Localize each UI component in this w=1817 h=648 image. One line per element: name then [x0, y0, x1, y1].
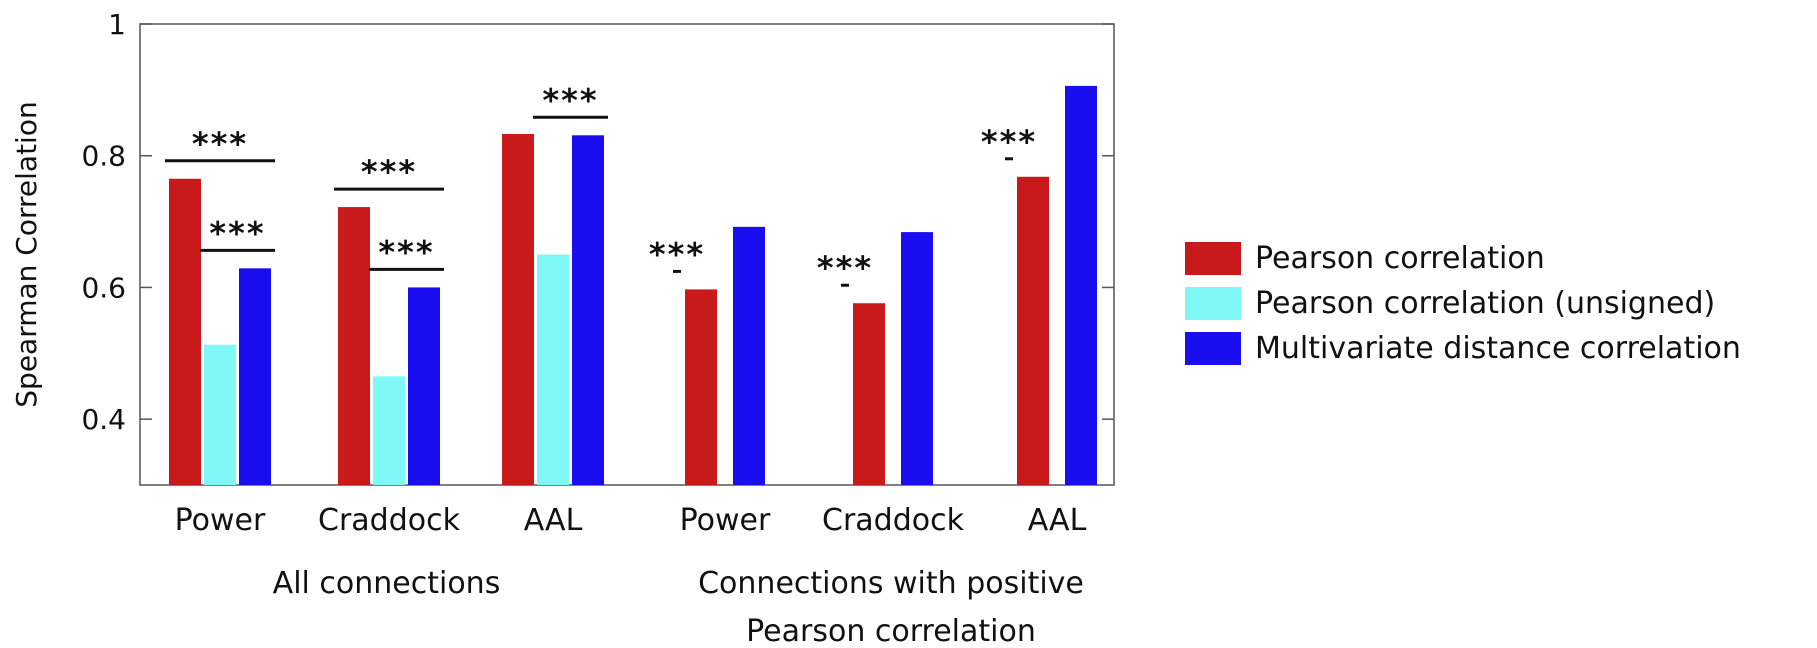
significance-stars: *** — [981, 123, 1037, 161]
legend: Pearson correlation Pearson correlation (… — [1185, 236, 1741, 371]
bar-1-1 — [169, 178, 201, 485]
legend-item: Pearson correlation (unsigned) — [1185, 281, 1741, 326]
y-tick-label: 0.6 — [81, 271, 126, 304]
category-label: Power — [680, 503, 771, 538]
significance-stars: *** — [378, 233, 434, 271]
bar-1-4 — [685, 289, 717, 485]
bar-1-3 — [502, 133, 534, 485]
bar-1-6 — [1017, 176, 1049, 485]
legend-swatch — [1185, 332, 1241, 365]
y-tick-label: 0.8 — [81, 140, 126, 173]
category-label: AAL — [1028, 503, 1087, 538]
bar-3-6 — [1065, 85, 1097, 486]
category-label: Craddock — [822, 503, 965, 538]
significance-stars: *** — [209, 214, 265, 252]
bar-2-3 — [537, 254, 569, 485]
bar-3-5 — [901, 232, 933, 485]
category-label: Power — [175, 503, 266, 538]
legend-swatch — [1185, 287, 1241, 320]
bar-2-2 — [373, 376, 405, 485]
significance-stars: *** — [817, 249, 873, 287]
plot-frame — [139, 23, 1115, 486]
significance-stars: *** — [542, 81, 598, 119]
category-label: AAL — [524, 503, 583, 538]
legend-item: Multivariate distance correlation — [1185, 326, 1741, 371]
bar-2-1 — [204, 344, 236, 485]
bar-3-1 — [239, 268, 271, 485]
significance-stars: *** — [649, 235, 705, 273]
y-tick-label: 0.4 — [81, 403, 126, 436]
legend-item: Pearson correlation — [1185, 236, 1741, 281]
legend-label: Pearson correlation — [1255, 241, 1545, 276]
category-label: Craddock — [318, 503, 461, 538]
y-axis-title: Spearman Correlation — [10, 101, 43, 407]
group-label: Pearson correlation — [746, 614, 1036, 648]
legend-label: Multivariate distance correlation — [1255, 331, 1741, 366]
group-label: All connections — [273, 566, 501, 601]
bar-1-5 — [853, 303, 885, 485]
significance-stars: *** — [192, 125, 248, 163]
bar-3-2 — [408, 287, 440, 485]
bar-3-3 — [572, 135, 604, 485]
bar-1-2 — [338, 207, 370, 485]
bar-3-4 — [733, 226, 765, 485]
legend-label: Pearson correlation (unsigned) — [1255, 286, 1716, 321]
significance-stars: *** — [361, 153, 417, 191]
group-label: Connections with positive — [698, 566, 1084, 601]
y-tick-label: 1 — [108, 8, 126, 41]
legend-swatch — [1185, 242, 1241, 275]
